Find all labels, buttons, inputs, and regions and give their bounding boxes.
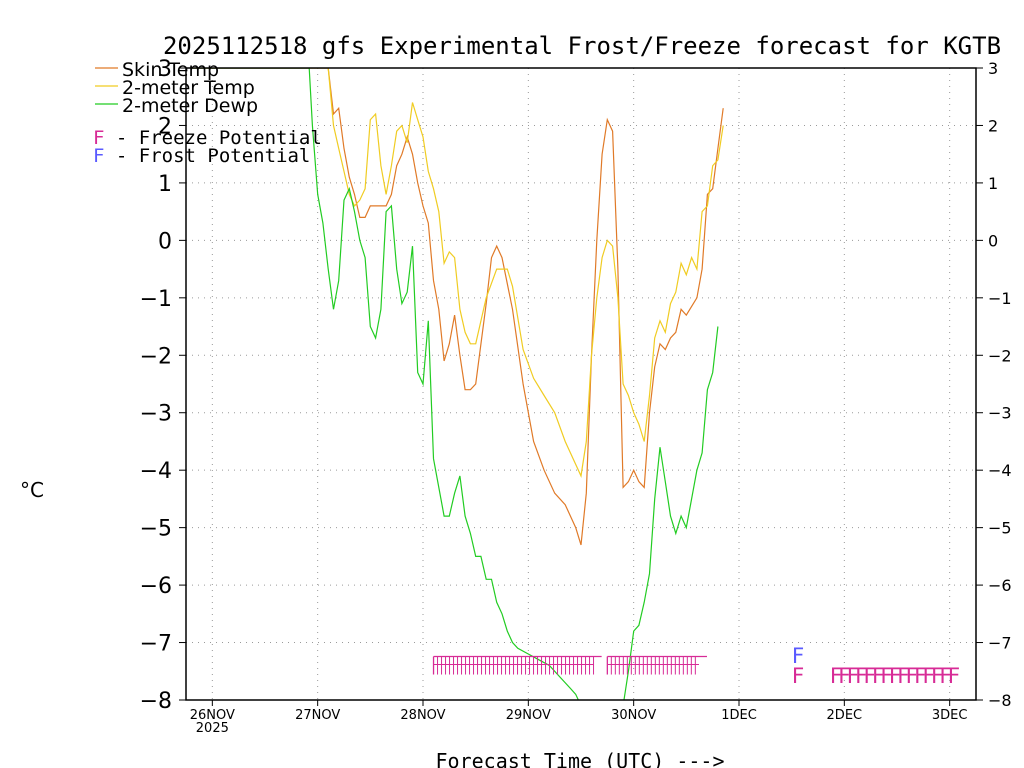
y-tick-label-right: −2 bbox=[988, 346, 1012, 365]
y-tick-label-right: −7 bbox=[988, 634, 1012, 653]
y-axis-label: °C bbox=[20, 478, 44, 502]
freeze-potential-marker: F bbox=[931, 664, 944, 688]
series-2-meter-dewp bbox=[191, 68, 719, 700]
x-tick-label: 28NOV bbox=[400, 708, 445, 723]
freeze-potential-marker: F bbox=[792, 664, 805, 688]
plot-frame bbox=[185, 67, 977, 701]
freeze-potential-marker: F bbox=[905, 664, 918, 688]
y-tick-label-right: 3 bbox=[988, 59, 998, 78]
y-tick-label-right: −4 bbox=[988, 461, 1012, 480]
x-tick-label: 2DEC bbox=[827, 708, 863, 723]
y-tick-label-left: −4 bbox=[140, 459, 172, 484]
y-tick-label-right: −5 bbox=[988, 519, 1012, 538]
y-tick-label-left: −7 bbox=[140, 632, 172, 657]
x-tick-sublabel: 2025 bbox=[196, 721, 229, 736]
freeze-potential-marker: F bbox=[830, 664, 843, 688]
y-tick-label-left: −5 bbox=[140, 517, 172, 542]
legend-2m-dewp: 2-meter Dewp bbox=[122, 95, 258, 117]
series-skin-temp bbox=[191, 68, 724, 546]
y-tick-label-left: −3 bbox=[140, 402, 172, 427]
x-axis-label: Forecast Time (UTC) ---> bbox=[436, 749, 725, 768]
freeze-potential-marker: F bbox=[863, 664, 876, 688]
series-lines bbox=[191, 68, 724, 700]
y-tick-label-left: 3 bbox=[158, 57, 172, 82]
x-tick-label: 3DEC bbox=[932, 708, 968, 723]
freeze-potential-marker: F bbox=[897, 664, 910, 688]
y-tick-label-left: −6 bbox=[140, 574, 172, 599]
freeze-potential-band bbox=[432, 655, 602, 675]
y-tick-label-left: −2 bbox=[140, 344, 172, 369]
y-tick-label-right: 1 bbox=[988, 174, 998, 193]
freeze-potential-marker: F bbox=[872, 664, 885, 688]
freeze-potential-marker: F bbox=[838, 664, 851, 688]
freeze-potential-marker: F bbox=[939, 664, 952, 688]
x-tick-label: 26NOV bbox=[190, 708, 235, 723]
x-tick-label: 27NOV bbox=[295, 708, 340, 723]
x-tick-label: 1DEC bbox=[721, 708, 757, 723]
freeze-potential-marker: F bbox=[846, 664, 859, 688]
legend-frost-potential: F - Frost Potential bbox=[93, 145, 310, 167]
y-tick-label-right: 0 bbox=[988, 231, 998, 250]
legend-2m-temp: 2-meter Temp bbox=[122, 77, 255, 99]
frost-potential-text: - Frost Potential bbox=[104, 145, 310, 167]
freeze-potential-text: - Freeze Potential bbox=[104, 127, 321, 149]
freeze-potential-marker: F bbox=[914, 664, 927, 688]
x-tick-label: 30NOV bbox=[611, 708, 656, 723]
y-tick-label-left: −8 bbox=[140, 689, 172, 714]
y-tick-label-left: −1 bbox=[140, 287, 172, 312]
frost-potential-marker: F bbox=[792, 644, 805, 668]
legend: Skin Temp 2-meter Temp 2-meter Dewp F - … bbox=[93, 59, 322, 167]
y-tick-label-right: 2 bbox=[988, 116, 998, 135]
freeze-glyph: F bbox=[93, 127, 104, 149]
y-tick-label-left: 1 bbox=[158, 172, 172, 197]
freeze-potential-marker: F bbox=[889, 664, 902, 688]
freeze-potential-band bbox=[606, 655, 707, 675]
x-tick-label: 29NOV bbox=[506, 708, 551, 723]
y-tick-label-right: −1 bbox=[988, 289, 1012, 308]
y-tick-label-right: −6 bbox=[988, 576, 1012, 595]
freeze-potential-marker: F bbox=[855, 664, 868, 688]
axes: 3 3 2 2 1 1 0 0 −1 −1 −2 −2 −3 −3 −4 −4 −5 −5 −6 −6 −7 −7 −8 −8… bbox=[140, 57, 1012, 736]
legend-skin-temp: Skin Temp bbox=[122, 59, 219, 81]
legend-freeze-potential: F - Freeze Potential bbox=[93, 127, 322, 149]
series-2-meter-temp bbox=[191, 68, 724, 478]
y-tick-label-left: 2 bbox=[158, 114, 172, 139]
y-tick-label-right: −3 bbox=[988, 404, 1012, 423]
freeze-potential-marker: F bbox=[948, 664, 961, 688]
chart-title: 2025112518 gfs Experimental Frost/Freeze… bbox=[163, 32, 1001, 60]
frost-glyph: F bbox=[93, 145, 104, 167]
freeze-potential-marker: F bbox=[880, 664, 893, 688]
freeze-potential-marker: F bbox=[922, 664, 935, 688]
y-tick-label-left: 0 bbox=[158, 229, 172, 254]
y-tick-label-right: −8 bbox=[988, 691, 1012, 710]
